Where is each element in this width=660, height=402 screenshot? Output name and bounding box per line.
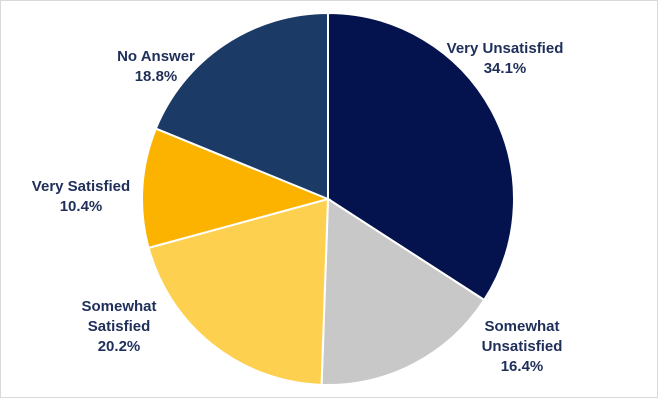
pie-percent-label-4: 18.8% — [135, 68, 178, 85]
pie-slice-4 — [154, 11, 329, 201]
pie-slice-2 — [147, 197, 330, 386]
pie-category-label-2: Satisfied — [88, 318, 151, 335]
pie-category-label-0: Very Unsatisfied — [447, 40, 564, 57]
pie-label-4: No Answer 18.8% — [117, 48, 195, 85]
pie-category-label-2: Somewhat — [81, 298, 156, 315]
pie-label-0: Very Unsatisfied 34.1% — [447, 40, 564, 77]
pie-labels: Very Unsatisfied 34.1% Somewhat Unsatisfied… — [32, 40, 564, 375]
pie-label-2: Somewhat Satisfied 20.2% — [81, 298, 156, 355]
pie-category-label-1: Somewhat — [484, 318, 559, 335]
pie-category-label-1: Unsatisfied — [482, 338, 563, 355]
pie-label-1: Somewhat Unsatisfied 16.4% — [482, 318, 563, 375]
pie-percent-label-1: 16.4% — [501, 358, 544, 375]
pie-slice-1 — [320, 197, 486, 386]
pie-slices — [141, 11, 515, 386]
pie-category-label-4: No Answer — [117, 48, 195, 65]
pie-category-label-3: Very Satisfied — [32, 178, 130, 195]
pie-percent-label-2: 20.2% — [98, 338, 141, 355]
pie-percent-label-3: 10.4% — [60, 198, 103, 215]
pie-slice-3 — [141, 127, 332, 250]
pie-label-3: Very Satisfied 10.4% — [32, 178, 130, 215]
pie-percent-label-0: 34.1% — [484, 60, 527, 77]
